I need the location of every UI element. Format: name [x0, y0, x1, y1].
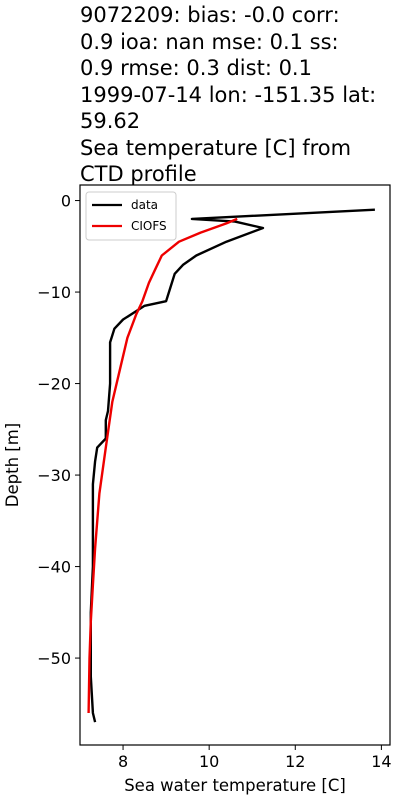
legend-label-data: data — [131, 198, 158, 212]
legend-label-ciofs: CIOFS — [131, 219, 167, 233]
x-tick-label: 10 — [199, 752, 219, 771]
plot-frame — [79, 184, 391, 746]
legend: data CIOFS — [85, 191, 177, 241]
x-tick-label: 8 — [118, 752, 128, 771]
chart-title: 9072209: bias: -0.0 corr: 0.9 ioa: nan m… — [80, 3, 377, 186]
x-tick-label: 12 — [285, 752, 305, 771]
x-tick-label: 14 — [371, 752, 391, 771]
series-line-data — [89, 208, 375, 723]
series-line-ciofs — [87, 217, 238, 714]
y-tick-label: −10 — [37, 283, 71, 302]
y-tick-label: −30 — [37, 466, 71, 485]
y-tick-label: −40 — [37, 558, 71, 577]
y-tick-label: −20 — [37, 375, 71, 394]
y-tick-label: −50 — [37, 649, 71, 668]
y-axis-label: Depth [m] — [3, 423, 22, 507]
y-tick-label: 0 — [61, 192, 71, 211]
x-axis-label: Sea water temperature [C] — [124, 776, 346, 795]
